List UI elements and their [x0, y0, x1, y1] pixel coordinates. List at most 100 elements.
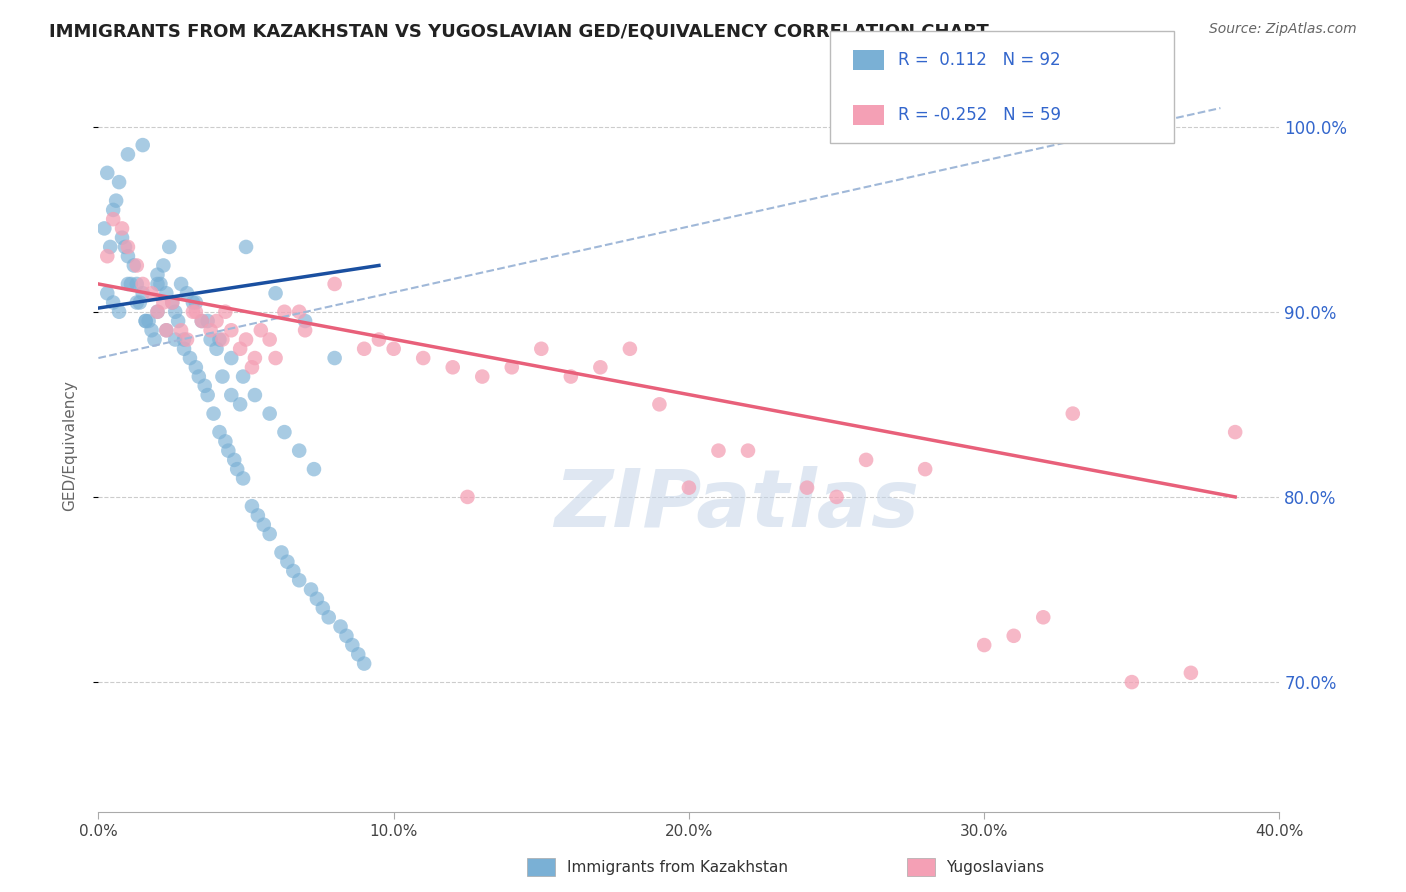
Point [560, 369, 582, 384]
Point [191, 314, 214, 328]
Point [205, 342, 228, 356]
Point [342, 638, 364, 652]
Point [288, 304, 311, 318]
Point [1225, 425, 1247, 439]
Point [120, 277, 142, 291]
Point [229, 397, 252, 411]
Point [855, 453, 877, 467]
Point [312, 601, 335, 615]
Point [157, 240, 180, 254]
Point [217, 443, 239, 458]
Point [1062, 407, 1084, 421]
Point [243, 388, 266, 402]
Point [141, 286, 163, 301]
Point [973, 638, 995, 652]
Point [125, 277, 148, 291]
Point [323, 351, 346, 365]
Point [457, 490, 479, 504]
Point [224, 453, 246, 467]
Point [105, 194, 128, 208]
Point [155, 323, 177, 337]
Point [173, 342, 195, 356]
Point [176, 333, 198, 347]
Point [412, 351, 434, 365]
Point [117, 277, 139, 291]
Point [146, 304, 169, 318]
Point [270, 545, 292, 559]
Point [235, 240, 257, 254]
Point [825, 490, 848, 504]
Point [501, 360, 523, 375]
Point [111, 221, 134, 235]
Point [221, 388, 243, 402]
Point [187, 369, 209, 384]
Point [368, 333, 391, 347]
Point [170, 277, 193, 291]
Point [382, 342, 405, 356]
Point [283, 564, 305, 578]
Point [146, 277, 169, 291]
Point [138, 314, 160, 328]
Point [162, 295, 183, 310]
Point [165, 333, 187, 347]
Point [318, 610, 340, 624]
Point [141, 323, 163, 337]
Point [214, 304, 236, 318]
Point [250, 323, 273, 337]
Point [162, 295, 183, 310]
Point [202, 407, 225, 421]
Point [98, 240, 121, 254]
Point [170, 323, 193, 337]
Point [165, 304, 187, 318]
Point [259, 333, 281, 347]
Point [197, 314, 219, 328]
Point [264, 351, 287, 365]
Point [103, 295, 125, 310]
Point [125, 295, 148, 310]
Point [155, 323, 177, 337]
Point [211, 333, 233, 347]
Point [232, 369, 254, 384]
Point [200, 333, 222, 347]
Point [184, 304, 207, 318]
Point [125, 259, 148, 273]
Point [205, 314, 228, 328]
Point [132, 277, 155, 291]
Point [96, 166, 118, 180]
Point [184, 295, 207, 310]
Point [471, 369, 494, 384]
Point [221, 351, 243, 365]
Point [221, 323, 243, 337]
Point [197, 388, 219, 402]
Point [1032, 610, 1054, 624]
Point [226, 462, 249, 476]
Text: Immigrants from Kazakhstan: Immigrants from Kazakhstan [567, 860, 787, 874]
Point [167, 314, 190, 328]
Point [329, 619, 352, 633]
Point [273, 304, 295, 318]
Text: IMMIGRANTS FROM KAZAKHSTAN VS YUGOSLAVIAN GED/EQUIVALENCY CORRELATION CHART: IMMIGRANTS FROM KAZAKHSTAN VS YUGOSLAVIA… [49, 22, 988, 40]
Text: Source: ZipAtlas.com: Source: ZipAtlas.com [1209, 22, 1357, 37]
Point [103, 212, 125, 227]
Point [1180, 665, 1202, 680]
Point [200, 323, 222, 337]
Point [146, 304, 169, 318]
Point [323, 277, 346, 291]
Point [108, 175, 131, 189]
Y-axis label: GED/Equivalency: GED/Equivalency [63, 381, 77, 511]
Point [273, 425, 295, 439]
Point [235, 333, 257, 347]
Point [173, 333, 195, 347]
Point [143, 333, 166, 347]
Point [294, 314, 316, 328]
Point [240, 360, 263, 375]
Point [441, 360, 464, 375]
Point [530, 342, 553, 356]
Text: R = -0.252   N = 59: R = -0.252 N = 59 [898, 106, 1062, 124]
Point [149, 277, 172, 291]
Point [93, 221, 115, 235]
Point [353, 342, 375, 356]
Point [181, 295, 204, 310]
Point [305, 591, 328, 606]
Point [589, 360, 612, 375]
